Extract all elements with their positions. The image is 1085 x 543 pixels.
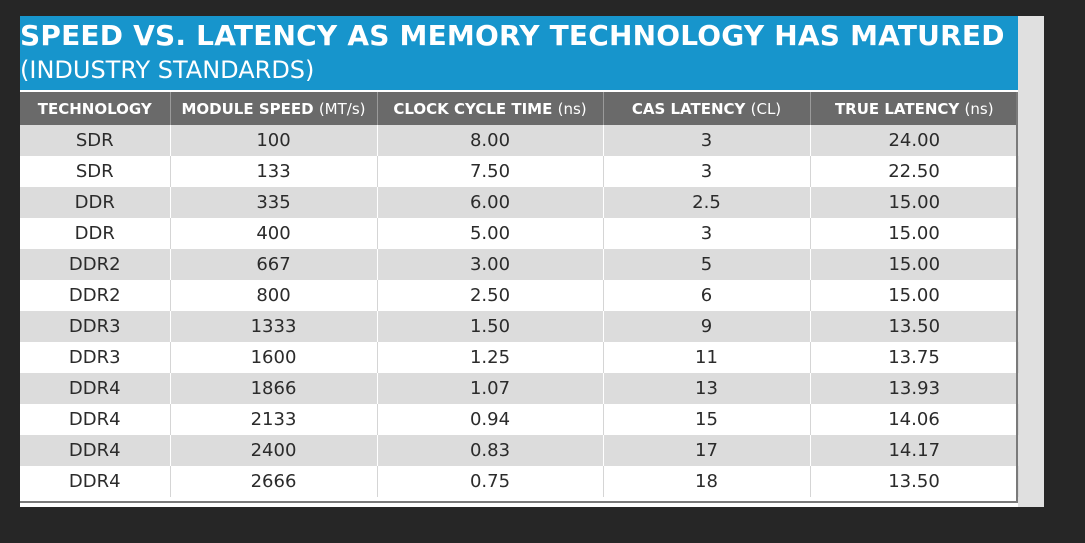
cell-module-speed: 2666 — [170, 466, 378, 497]
column-header-technology: TECHNOLOGY — [20, 92, 171, 125]
cell-clock-cycle-time: 1.07 — [377, 373, 604, 404]
cell-technology: DDR3 — [20, 342, 171, 373]
cell-true-latency: 15.00 — [810, 218, 1019, 249]
cell-true-latency: 13.93 — [810, 373, 1018, 404]
table-row: DDR4 2400 0.83 17 14.17 — [20, 435, 1018, 466]
cell-module-speed: 1600 — [170, 342, 378, 373]
cell-true-latency: 13.50 — [810, 311, 1018, 342]
table-row: SDR 100 8.00 3 24.00 — [20, 125, 1018, 156]
table-row: DDR3 1333 1.50 9 13.50 — [20, 311, 1018, 342]
cell-module-speed: 2400 — [170, 435, 378, 466]
cell-module-speed: 800 — [170, 280, 378, 311]
cell-clock-cycle-time: 6.00 — [377, 187, 604, 218]
column-header-unit: (CL) — [750, 99, 782, 118]
cell-technology: DDR3 — [20, 311, 171, 342]
cell-cas-latency: 3 — [603, 218, 811, 249]
cell-clock-cycle-time: 8.00 — [377, 125, 604, 156]
column-header-clock-cycle-time: CLOCK CYCLE TIME (ns) — [377, 92, 604, 125]
cell-technology: DDR4 — [20, 404, 171, 435]
column-header-label: CLOCK CYCLE TIME — [393, 99, 553, 118]
table-row: DDR4 1866 1.07 13 13.93 — [20, 373, 1018, 404]
cell-technology: DDR2 — [20, 249, 171, 280]
cell-true-latency: 14.17 — [810, 435, 1018, 466]
table-row: DDR 335 6.00 2.5 15.00 — [20, 187, 1018, 218]
cell-technology: DDR4 — [20, 373, 171, 404]
cell-clock-cycle-time: 1.25 — [377, 342, 604, 373]
cell-true-latency: 13.50 — [810, 466, 1019, 497]
table-header-row: TECHNOLOGY MODULE SPEED (MT/s) CLOCK CYCLE… — [20, 92, 1018, 125]
chart-subtitle: (INDUSTRY STANDARDS) — [20, 56, 315, 84]
cell-cas-latency: 9 — [603, 311, 811, 342]
cell-technology: DDR — [20, 218, 171, 249]
table-row: DDR2 800 2.50 6 15.00 — [20, 280, 1019, 311]
cell-true-latency: 15.00 — [810, 280, 1019, 311]
cell-cas-latency: 6 — [603, 280, 811, 311]
cell-cas-latency: 13 — [603, 373, 811, 404]
column-header-label: TRUE LATENCY — [834, 99, 960, 118]
column-header-unit: (ns) — [557, 99, 587, 118]
table-row: DDR4 2133 0.94 15 14.06 — [20, 404, 1019, 435]
cell-technology: SDR — [20, 125, 171, 156]
table-bottom-border — [20, 501, 1018, 503]
column-header-module-speed: MODULE SPEED (MT/s) — [170, 92, 378, 125]
cell-technology: DDR4 — [20, 466, 171, 497]
column-header-unit: (ns) — [964, 99, 994, 118]
column-header-cas-latency: CAS LATENCY (CL) — [603, 92, 811, 125]
table-row: DDR3 1600 1.25 11 13.75 — [20, 342, 1019, 373]
cell-module-speed: 400 — [170, 218, 378, 249]
cell-true-latency: 15.00 — [810, 249, 1018, 280]
title-banner: SPEED VS. LATENCY AS MEMORY TECHNOLOGY H… — [20, 16, 1018, 90]
cell-module-speed: 100 — [170, 125, 378, 156]
cell-cas-latency: 3 — [603, 125, 811, 156]
table-row: DDR4 2666 0.75 18 13.50 — [20, 466, 1019, 497]
cell-clock-cycle-time: 7.50 — [377, 156, 604, 187]
side-strip — [1018, 16, 1044, 507]
cell-cas-latency: 5 — [603, 249, 811, 280]
cell-module-speed: 1333 — [170, 311, 378, 342]
column-header-true-latency: TRUE LATENCY (ns) — [810, 92, 1018, 125]
cell-technology: DDR4 — [20, 435, 171, 466]
cell-clock-cycle-time: 0.94 — [377, 404, 604, 435]
cell-clock-cycle-time: 0.75 — [377, 466, 604, 497]
cell-cas-latency: 2.5 — [603, 187, 811, 218]
column-header-label: TECHNOLOGY — [37, 99, 152, 118]
cell-technology: SDR — [20, 156, 171, 187]
table-body: SDR 100 8.00 3 24.00 SDR 133 7.50 3 22.50 DDR 335 6.… — [20, 125, 1019, 497]
cell-module-speed: 2133 — [170, 404, 378, 435]
table-right-border — [1016, 92, 1018, 503]
infographic-panel: SPEED VS. LATENCY AS MEMORY TECHNOLOGY H… — [20, 16, 1019, 507]
cell-true-latency: 24.00 — [810, 125, 1018, 156]
cell-clock-cycle-time: 1.50 — [377, 311, 604, 342]
table-row: SDR 133 7.50 3 22.50 — [20, 156, 1019, 187]
cell-clock-cycle-time: 5.00 — [377, 218, 604, 249]
cell-technology: DDR2 — [20, 280, 171, 311]
cell-true-latency: 22.50 — [810, 156, 1019, 187]
cell-module-speed: 667 — [170, 249, 378, 280]
latency-table: TECHNOLOGY MODULE SPEED (MT/s) CLOCK CYCLE… — [20, 92, 1019, 497]
cell-true-latency: 14.06 — [810, 404, 1019, 435]
cell-cas-latency: 15 — [603, 404, 811, 435]
cell-cas-latency: 3 — [603, 156, 811, 187]
column-header-unit: (MT/s) — [318, 99, 366, 118]
cell-clock-cycle-time: 0.83 — [377, 435, 604, 466]
banner-divider — [20, 90, 1018, 92]
cell-cas-latency: 11 — [603, 342, 811, 373]
column-header-label: CAS LATENCY — [631, 99, 746, 118]
table-row: DDR 400 5.00 3 15.00 — [20, 218, 1019, 249]
cell-cas-latency: 18 — [603, 466, 811, 497]
cell-true-latency: 13.75 — [810, 342, 1019, 373]
table-row: DDR2 667 3.00 5 15.00 — [20, 249, 1018, 280]
cell-module-speed: 1866 — [170, 373, 378, 404]
cell-technology: DDR — [20, 187, 171, 218]
column-header-label: MODULE SPEED — [181, 99, 314, 118]
cell-module-speed: 335 — [170, 187, 378, 218]
cell-clock-cycle-time: 3.00 — [377, 249, 604, 280]
cell-clock-cycle-time: 2.50 — [377, 280, 604, 311]
chart-title: SPEED VS. LATENCY AS MEMORY TECHNOLOGY H… — [20, 19, 1005, 52]
cell-cas-latency: 17 — [603, 435, 811, 466]
cell-true-latency: 15.00 — [810, 187, 1018, 218]
cell-module-speed: 133 — [170, 156, 378, 187]
